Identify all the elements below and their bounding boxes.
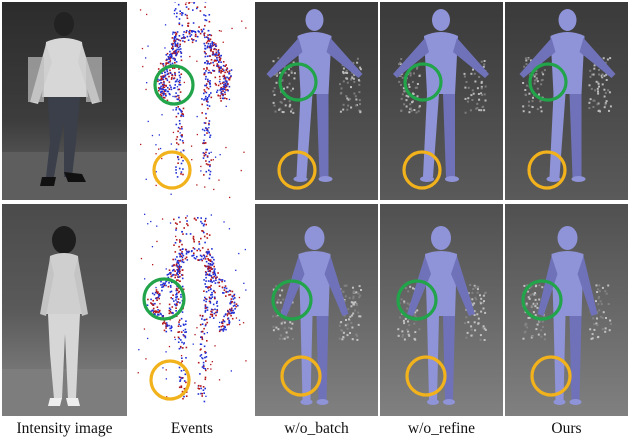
green-circle bbox=[153, 64, 195, 106]
row1-events-image bbox=[131, 2, 253, 200]
caption-wo-refine: w/o_refine bbox=[407, 420, 476, 437]
row2-wo-batch-image bbox=[255, 204, 378, 416]
caption-intensity-image: Intensity image bbox=[16, 420, 113, 437]
row2-intensity-image bbox=[2, 204, 127, 416]
row2-events-image bbox=[131, 204, 253, 416]
green-circle bbox=[142, 277, 186, 321]
row1-ours-image bbox=[505, 2, 628, 200]
orange-circle bbox=[402, 150, 442, 190]
orange-circle bbox=[527, 150, 567, 190]
row2-ours-image bbox=[505, 204, 628, 416]
green-circle bbox=[396, 279, 438, 321]
event-points bbox=[139, 2, 247, 199]
green-circle bbox=[271, 279, 313, 321]
row1-intensity-image bbox=[2, 2, 127, 200]
row1-wo-batch-image bbox=[255, 2, 378, 200]
row2-wo-refine-image bbox=[380, 204, 503, 416]
orange-circle bbox=[405, 355, 447, 397]
row1-wo-refine-image bbox=[380, 2, 503, 200]
green-circle bbox=[278, 62, 318, 102]
caption-wo-batch: w/o_batch bbox=[284, 420, 349, 437]
green-circle bbox=[403, 62, 443, 102]
orange-circle bbox=[280, 355, 322, 397]
body-mesh bbox=[266, 9, 363, 182]
body-mesh bbox=[519, 9, 616, 182]
green-circle bbox=[528, 62, 568, 102]
orange-circle bbox=[149, 359, 191, 401]
orange-circle bbox=[530, 355, 572, 397]
orange-circle bbox=[277, 150, 317, 190]
caption-ours: Ours bbox=[551, 420, 582, 437]
orange-circle bbox=[152, 150, 192, 190]
body-mesh bbox=[393, 9, 489, 182]
event-points bbox=[137, 213, 247, 403]
green-circle bbox=[521, 279, 563, 321]
caption-events: Events bbox=[170, 420, 214, 437]
